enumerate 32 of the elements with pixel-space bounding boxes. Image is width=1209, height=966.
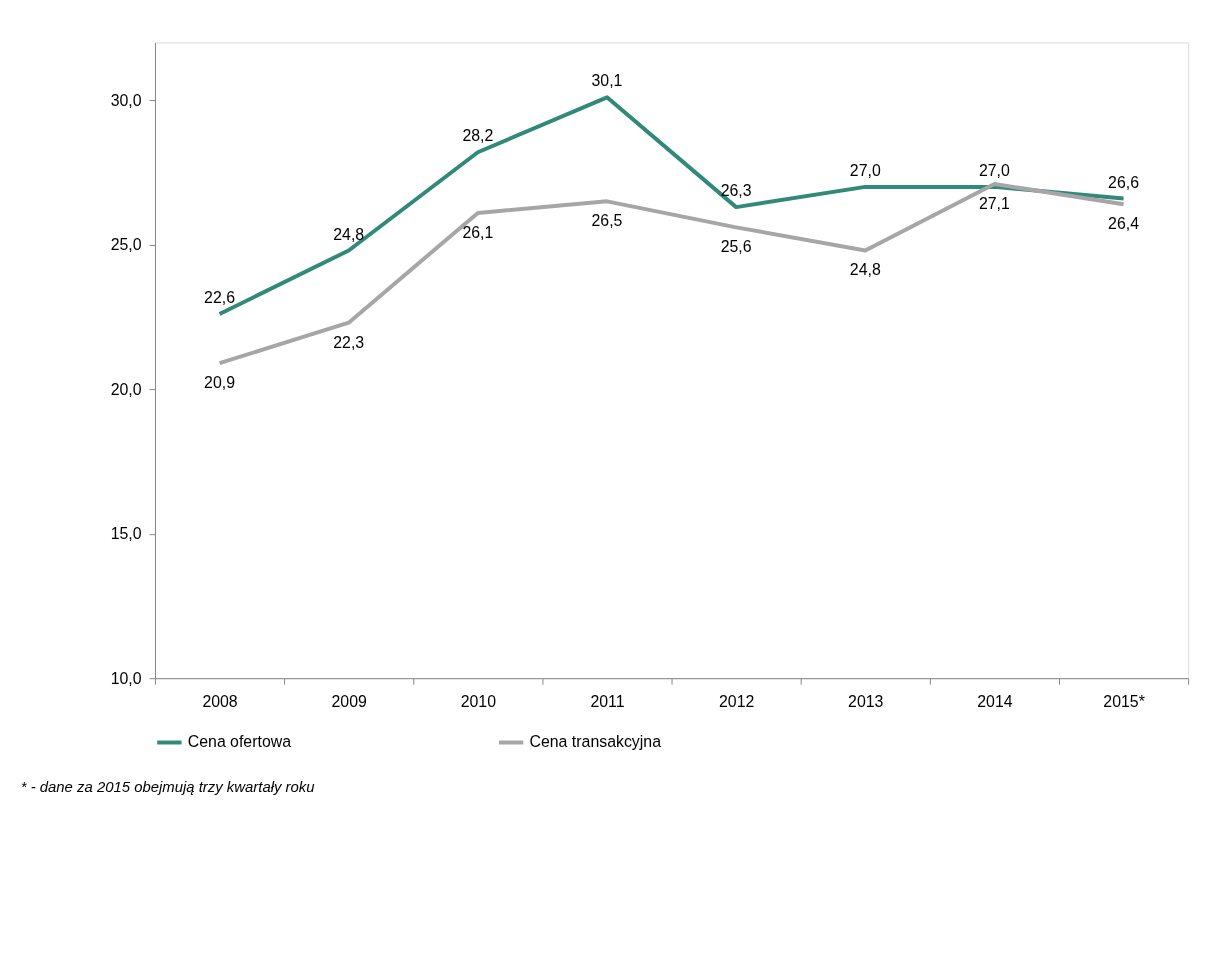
y-tick-label: 30,0 [110, 91, 142, 109]
data-label: 22,3 [333, 333, 365, 351]
x-tick-label: 2008 [202, 693, 238, 711]
data-label: 22,6 [204, 289, 236, 307]
data-label: 26,6 [1108, 173, 1140, 191]
data-label: 26,5 [591, 212, 623, 230]
data-label: 27,0 [978, 161, 1011, 179]
data-label: 30,1 [591, 72, 623, 90]
data-label: 27,1 [978, 194, 1011, 212]
data-label: 20,9 [204, 374, 236, 392]
x-tick-label: 2009 [331, 693, 368, 711]
x-tick-label: 2010 [460, 693, 497, 711]
y-tick-label: 10,0 [110, 669, 142, 687]
x-tick-label: 2013 [848, 693, 884, 711]
data-label: 26,1 [462, 223, 494, 241]
y-tick-label: 20,0 [110, 380, 142, 398]
x-tick-label: 2011 [590, 693, 625, 711]
y-tick-label: 15,0 [110, 525, 142, 543]
legend-label: Cena ofertowa [187, 733, 292, 751]
data-label: 26,4 [1108, 215, 1140, 233]
x-tick-label: 2014 [977, 693, 1013, 711]
text: * - dane za 2015 obejmują trzy kwartały roku [20, 779, 315, 796]
y-tick-label: 25,0 [110, 236, 142, 254]
data-label: 26,3 [720, 182, 752, 200]
x-tick-label: 2015* [1103, 693, 1145, 711]
legend-label: Cena transakcyjna [529, 733, 662, 751]
x-tick-label: 2012 [718, 693, 755, 711]
data-label: 27,0 [849, 161, 881, 179]
data-label: 28,2 [462, 127, 494, 145]
data-label: 24,8 [333, 225, 365, 243]
data-label: 24,8 [849, 261, 881, 279]
data-label: 25,6 [720, 238, 752, 256]
